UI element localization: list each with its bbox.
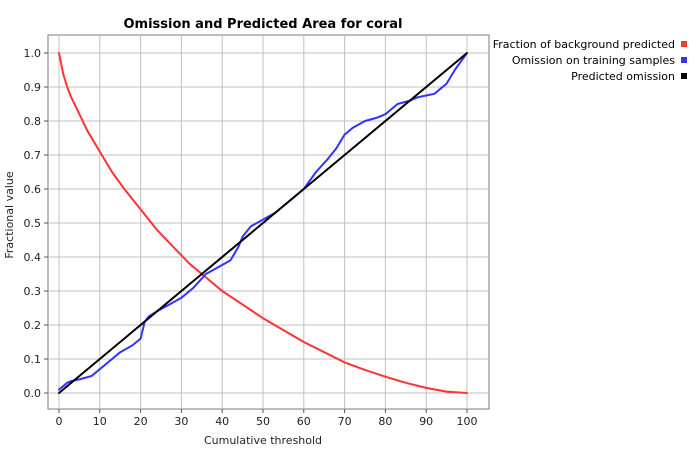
legend-label: Omission on training samples xyxy=(512,54,675,67)
x-tick-label: 40 xyxy=(215,415,229,428)
y-tick-label: 1.0 xyxy=(24,47,42,60)
x-tick-label: 20 xyxy=(134,415,148,428)
x-tick-label: 50 xyxy=(256,415,270,428)
legend-swatch xyxy=(681,73,687,79)
series-line-training-omission xyxy=(58,52,468,391)
y-tick-label: 0.0 xyxy=(24,387,42,400)
axis-ticks: 0 10 20 30 40 50 60 70 80 90 100 0.0 0.1 0.2 0.3 0.4 0.5… xyxy=(24,47,478,428)
series-line-background-predicted xyxy=(58,52,468,394)
y-tick-label: 0.4 xyxy=(24,251,42,264)
chart-title: Omission and Predicted Area for coral xyxy=(123,17,402,32)
y-tick-label: 0.2 xyxy=(24,319,42,332)
y-tick-label: 0.1 xyxy=(24,353,42,366)
series-line-predicted-omission xyxy=(58,52,468,394)
y-tick-label: 0.3 xyxy=(24,285,42,298)
legend-swatch xyxy=(681,57,687,63)
x-axis-label: Cumulative threshold xyxy=(204,434,322,447)
x-tick-label: 100 xyxy=(457,415,478,428)
plot-area xyxy=(47,34,490,410)
x-tick-label: 60 xyxy=(297,415,311,428)
x-tick-label: 10 xyxy=(93,415,107,428)
y-tick-label: 0.5 xyxy=(24,217,42,230)
grid-lines xyxy=(49,36,488,408)
x-tick-label: 70 xyxy=(338,415,352,428)
x-tick-label: 30 xyxy=(174,415,188,428)
y-tick-label: 0.6 xyxy=(24,183,42,196)
x-tick-label: 80 xyxy=(378,415,392,428)
legend-swatch xyxy=(681,41,687,47)
x-tick-label: 0 xyxy=(56,415,63,428)
y-tick-label: 0.7 xyxy=(24,149,42,162)
legend: Fraction of background predicted Omission… xyxy=(493,38,687,83)
y-axis-label: Fractional value xyxy=(3,171,16,258)
y-tick-label: 0.8 xyxy=(24,115,42,128)
series-lines xyxy=(58,52,468,394)
legend-label: Predicted omission xyxy=(571,70,675,83)
x-tick-label: 90 xyxy=(419,415,433,428)
legend-label: Fraction of background predicted xyxy=(493,38,675,51)
y-tick-label: 0.9 xyxy=(24,81,42,94)
